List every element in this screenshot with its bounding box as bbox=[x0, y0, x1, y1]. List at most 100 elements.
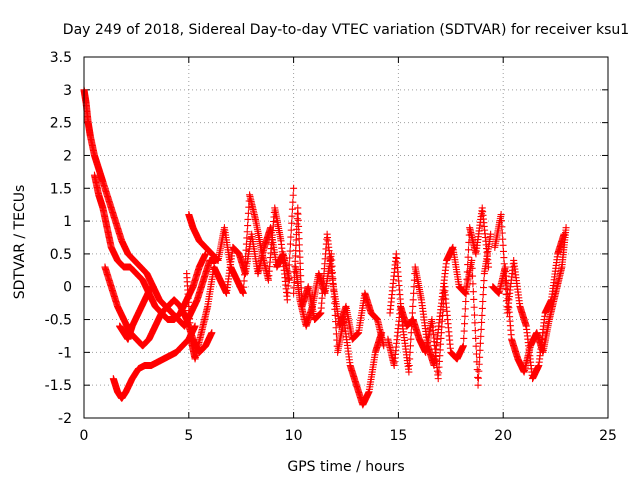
data-point bbox=[469, 272, 477, 280]
data-point bbox=[468, 256, 476, 264]
data-point bbox=[241, 265, 249, 273]
data-point bbox=[475, 367, 483, 375]
data-point bbox=[289, 191, 297, 199]
data-point bbox=[208, 329, 216, 337]
data-point bbox=[501, 266, 509, 274]
data-point bbox=[478, 318, 486, 326]
y-axis-label: SDTVAR / TECUs bbox=[12, 185, 28, 300]
data-point bbox=[295, 222, 303, 230]
data-point bbox=[239, 289, 247, 297]
data-point bbox=[287, 226, 295, 234]
y-tick-label: 3 bbox=[63, 83, 72, 99]
data-point bbox=[295, 229, 303, 237]
data-point bbox=[464, 253, 472, 261]
data-point bbox=[480, 284, 488, 292]
data-point bbox=[469, 288, 477, 296]
data-point bbox=[332, 318, 340, 326]
data-point bbox=[480, 277, 488, 285]
data-point bbox=[468, 264, 476, 272]
data-point bbox=[328, 262, 336, 270]
data-point bbox=[406, 355, 414, 363]
x-tick-label: 5 bbox=[184, 428, 193, 444]
data-point bbox=[409, 296, 417, 304]
x-tick-label: 0 bbox=[80, 428, 89, 444]
data-point bbox=[243, 228, 251, 236]
data-point bbox=[477, 325, 485, 333]
data-point bbox=[406, 348, 414, 356]
y-tick-label: -2 bbox=[58, 411, 72, 427]
data-point bbox=[500, 254, 508, 262]
data-point bbox=[294, 216, 302, 224]
data-point bbox=[240, 283, 248, 291]
data-point bbox=[460, 334, 468, 342]
data-point bbox=[243, 234, 251, 242]
data-point bbox=[331, 311, 339, 319]
y-tick-label: 2.5 bbox=[50, 116, 72, 132]
data-point bbox=[479, 297, 487, 305]
data-point bbox=[460, 327, 468, 335]
data-point bbox=[328, 256, 336, 264]
data-point bbox=[242, 240, 250, 248]
data-point bbox=[294, 204, 302, 212]
y-tick-label: -0.5 bbox=[45, 313, 72, 329]
data-point bbox=[287, 233, 295, 241]
data-point bbox=[290, 184, 298, 192]
data-point bbox=[562, 224, 570, 232]
data-point bbox=[474, 381, 482, 389]
data-point bbox=[499, 247, 507, 255]
y-tick-label: 3.5 bbox=[50, 50, 72, 66]
data-point bbox=[410, 289, 418, 297]
data-point bbox=[327, 250, 335, 258]
data-point bbox=[285, 261, 293, 269]
data-point bbox=[410, 283, 418, 291]
data-point bbox=[295, 235, 303, 243]
data-point bbox=[329, 281, 337, 289]
data-point bbox=[474, 374, 482, 382]
y-tick-label: 1.5 bbox=[50, 181, 72, 197]
data-point bbox=[408, 322, 416, 330]
data-point bbox=[464, 246, 472, 254]
data-point bbox=[191, 322, 199, 330]
y-tick-label: 2 bbox=[63, 148, 72, 164]
data-point bbox=[478, 304, 486, 312]
data-point bbox=[405, 361, 413, 369]
data-point bbox=[296, 259, 304, 267]
data-points bbox=[80, 86, 570, 409]
data-point bbox=[501, 278, 509, 286]
x-tick-label: 15 bbox=[389, 428, 407, 444]
data-point bbox=[475, 360, 483, 368]
data-point bbox=[240, 277, 248, 285]
data-point bbox=[470, 303, 478, 311]
data-point bbox=[459, 342, 467, 350]
data-point bbox=[406, 342, 414, 350]
x-tick-label: 25 bbox=[599, 428, 617, 444]
data-point bbox=[461, 305, 469, 313]
data-point bbox=[284, 282, 292, 290]
data-point bbox=[472, 342, 480, 350]
data-point bbox=[471, 311, 479, 319]
data-point bbox=[560, 230, 568, 238]
data-point bbox=[332, 324, 340, 332]
data-point bbox=[330, 299, 338, 307]
x-tick-label: 20 bbox=[494, 428, 512, 444]
data-point bbox=[202, 250, 210, 258]
data-point bbox=[329, 268, 337, 276]
data-point bbox=[461, 312, 469, 320]
y-tick-label: -1.5 bbox=[45, 378, 72, 394]
data-point bbox=[502, 284, 510, 292]
y-tick-label: 1 bbox=[63, 214, 72, 230]
plot-frame bbox=[83, 56, 609, 419]
data-point bbox=[479, 291, 487, 299]
data-point bbox=[286, 254, 294, 262]
data-point bbox=[474, 373, 482, 381]
data-point bbox=[241, 259, 249, 267]
data-point bbox=[469, 280, 477, 288]
data-point bbox=[295, 241, 303, 249]
data-point bbox=[330, 293, 338, 301]
data-point bbox=[471, 327, 479, 335]
data-point bbox=[407, 329, 415, 337]
x-axis-label: GPS time / hours bbox=[287, 459, 404, 475]
data-point bbox=[477, 332, 485, 340]
data-point bbox=[288, 205, 296, 213]
data-point bbox=[147, 283, 155, 291]
